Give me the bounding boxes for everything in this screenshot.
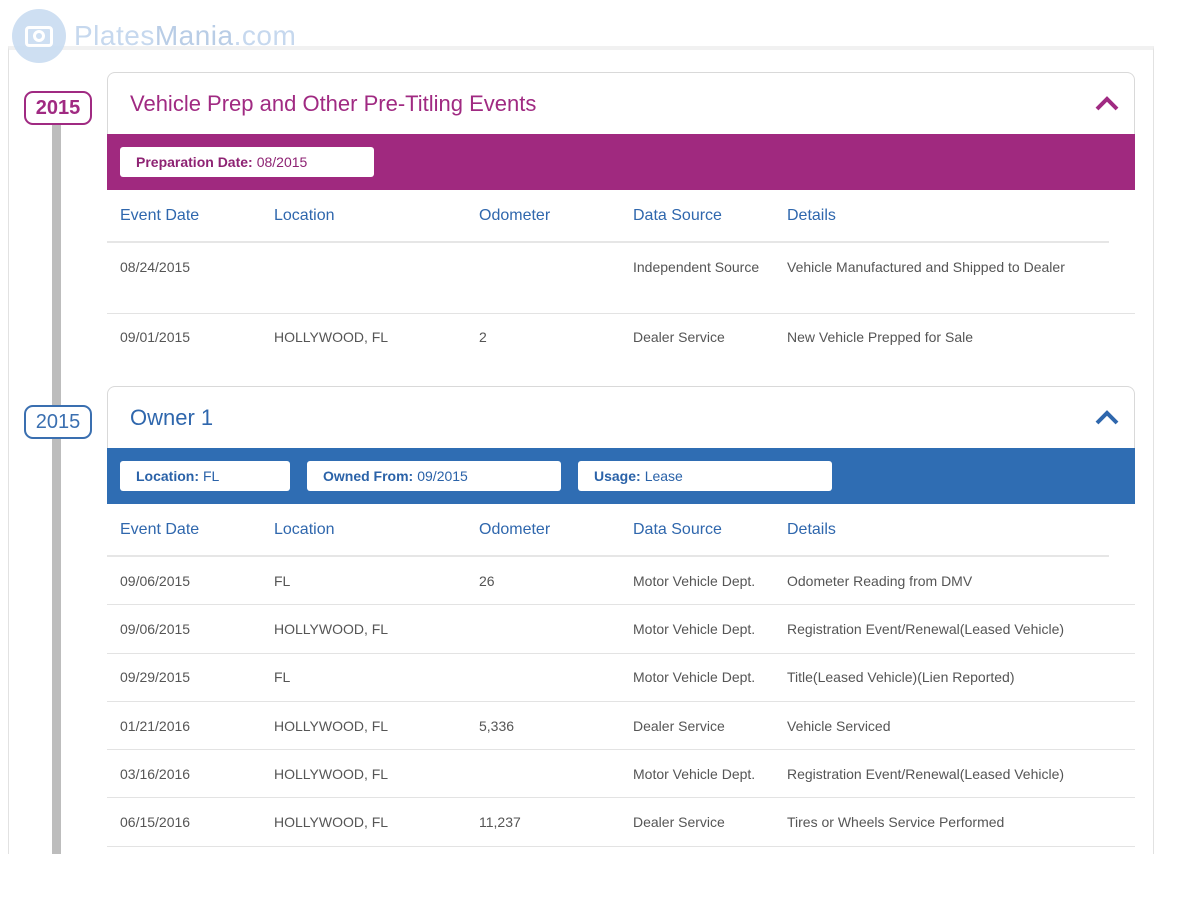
table-header: Event Date Location Odometer Data Source… <box>107 190 1109 243</box>
chevron-up-icon[interactable] <box>1094 93 1120 113</box>
text: Lease <box>644 468 683 484</box>
table-cell: 09/06/2015 <box>120 572 191 589</box>
col-odometer: Odometer <box>479 520 551 538</box>
table-cell: HOLLYWOOD, FL <box>274 717 389 734</box>
table-row: 09/06/2015 HOLLYWOOD, FL Motor Vehicle D… <box>107 605 1135 654</box>
table-row: 09/06/2015 FL 26 Motor Vehicle Dept. Odo… <box>107 557 1135 606</box>
table-cell: 26 <box>479 572 495 589</box>
section-banner: Location: FL Owned From: 09/2015 Usage: Lea… <box>107 448 1135 504</box>
table-cell: HOLLYWOOD, FL <box>274 814 389 831</box>
col-data-source: Data Source <box>633 206 722 224</box>
table-cell: HOLLYWOOD, FL <box>274 765 389 782</box>
section-header[interactable]: Owner 1 <box>107 386 1135 448</box>
col-location: Location <box>274 520 335 538</box>
table-cell: Motor Vehicle Dept. <box>633 572 756 589</box>
section-title: Vehicle Prep and Other Pre-Titling Event… <box>130 90 537 116</box>
table-cell: 08/24/2015 <box>120 259 191 275</box>
text: 09/2015 <box>417 468 468 484</box>
timeline-line <box>52 110 61 854</box>
pill-label: Usage: <box>594 468 641 484</box>
table-cell: HOLLYWOOD, FL <box>274 329 389 345</box>
table-row: 01/21/2016 HOLLYWOOD, FL 5,336 Dealer Se… <box>107 702 1135 751</box>
table-cell: Registration Event/Renewal(Leased Vehicl… <box>787 765 1065 782</box>
table-cell: Vehicle Manufactured and Shipped to Deal… <box>787 259 1065 275</box>
camera-icon <box>12 9 66 63</box>
owned-from-pill: Owned From: 09/2015 <box>307 461 561 491</box>
table-header: Event Date Location Odometer Data Source… <box>107 504 1109 557</box>
col-details: Details <box>787 206 836 224</box>
table-cell: 09/29/2015 <box>120 669 191 686</box>
table-row: 06/15/2016 HOLLYWOOD, FL 11,237 Dealer S… <box>107 798 1135 847</box>
text: 08/2015 <box>256 154 308 170</box>
table-cell: Dealer Service <box>633 814 725 831</box>
table-row: 08/24/2015 Independent Source Vehicle Ma… <box>107 243 1135 314</box>
preparation-date-pill: Preparation Date: 08/2015 <box>120 147 374 177</box>
section-title: Owner 1 <box>130 404 214 430</box>
table-cell: Vehicle Serviced <box>787 717 891 734</box>
table-cell: 03/16/2016 <box>120 765 191 782</box>
pill-label: Owned From: <box>323 468 414 484</box>
platesmania-watermark: PlatesMania.com <box>12 8 296 64</box>
table-row: 09/01/2015 HOLLYWOOD, FL 2 Dealer Servic… <box>107 314 1135 362</box>
section-header[interactable]: Vehicle Prep and Other Pre-Titling Event… <box>107 72 1135 134</box>
page-frame <box>8 46 1154 854</box>
table-row: 03/16/2016 HOLLYWOOD, FL Motor Vehicle D… <box>107 750 1135 799</box>
table-row: 09/29/2015 FL Motor Vehicle Dept. Title(… <box>107 654 1135 702</box>
timeline-year-badge: 2015 <box>24 405 92 439</box>
col-location: Location <box>274 206 335 224</box>
timeline-year-badge: 2015 <box>24 91 92 125</box>
section-banner: Preparation Date: 08/2015 <box>107 134 1135 190</box>
watermark-text: PlatesMania.com <box>74 20 296 52</box>
chevron-up-icon[interactable] <box>1094 407 1120 427</box>
table-cell: Registration Event/Renewal(Leased Vehicl… <box>787 620 1065 637</box>
table-cell: Dealer Service <box>633 329 725 345</box>
table-cell: FL <box>274 572 291 589</box>
table-cell: Tires or Wheels Service Performed <box>787 814 1005 831</box>
table-cell: New Vehicle Prepped for Sale <box>787 329 973 345</box>
table-cell: 06/15/2016 <box>120 814 191 831</box>
table-cell: 09/01/2015 <box>120 329 191 345</box>
table-cell: FL <box>274 669 291 686</box>
usage-pill: Usage: Lease <box>578 461 832 491</box>
table-cell: 11,237 <box>479 814 521 831</box>
table-cell: Motor Vehicle Dept. <box>633 620 756 637</box>
text: FL <box>203 468 220 484</box>
prep-events-section: Vehicle Prep and Other Pre-Titling Event… <box>107 72 1135 362</box>
table-cell: Motor Vehicle Dept. <box>633 669 756 686</box>
text: .com <box>233 20 297 51</box>
table-cell: Odometer Reading from DMV <box>787 572 973 589</box>
table-cell: 09/06/2015 <box>120 620 191 637</box>
location-pill: Location: FL <box>120 461 290 491</box>
table-cell: Title(Leased Vehicle)(Lien Reported) <box>787 669 1015 686</box>
table-cell: HOLLYWOOD, FL <box>274 620 389 637</box>
col-event-date: Event Date <box>120 206 200 224</box>
col-odometer: Odometer <box>479 206 551 224</box>
table-cell <box>479 256 633 313</box>
table-cell: Dealer Service <box>633 717 725 734</box>
table-cell: 01/21/2016 <box>120 717 191 734</box>
owner-1-section: Owner 1 Location: FL Owned From: 09/2015 U… <box>107 386 1135 847</box>
table-cell <box>274 256 479 313</box>
table-cell: 2 <box>479 329 487 345</box>
text: Mania <box>154 20 234 51</box>
pill-label: Location: <box>136 468 199 484</box>
col-details: Details <box>787 520 836 538</box>
table-cell: Independent Source <box>633 259 760 275</box>
pill-label: Preparation Date: <box>136 154 253 170</box>
col-data-source: Data Source <box>633 520 722 538</box>
text: Plates <box>74 20 155 51</box>
table-cell: Motor Vehicle Dept. <box>633 765 756 782</box>
col-event-date: Event Date <box>120 520 200 538</box>
table-cell: 5,336 <box>479 717 515 734</box>
